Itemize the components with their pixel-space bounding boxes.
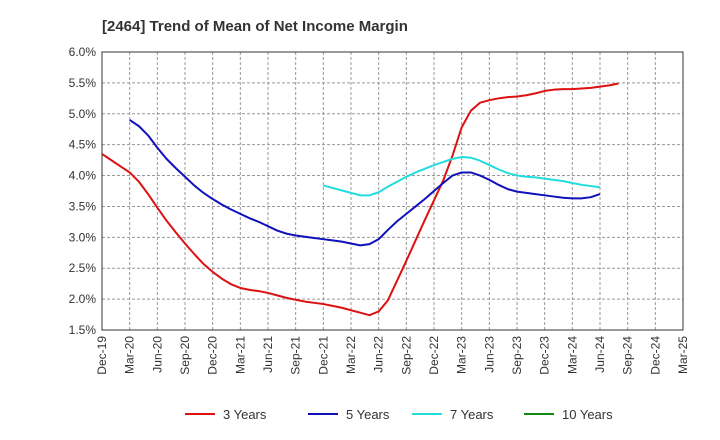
- y-tick-label: 3.0%: [69, 230, 97, 244]
- plot-border: [101, 51, 684, 331]
- x-tick-label: Dec-21: [316, 336, 330, 375]
- y-tick-label: 1.5%: [69, 323, 97, 337]
- legend-label: 10 Years: [562, 407, 613, 422]
- x-tick-label: Sep-21: [289, 336, 303, 375]
- x-tick-labels: Dec-19 Mar-20 Jun-20 Sep-20 Dec-20 Mar-21 Jun-…: [95, 336, 690, 375]
- y-tick-labels: 1.5% 2.0% 2.5% 3.0% 3.5% 4.0% 4.5% 5.0% 5.5% 6.0%: [69, 45, 97, 337]
- x-tick-label: Mar-24: [565, 336, 579, 374]
- x-tick-label: Dec-23: [538, 336, 552, 375]
- x-tick-label: Sep-23: [510, 336, 524, 375]
- x-tick-label: Jun-23: [482, 336, 496, 373]
- y-tick-label: 2.5%: [69, 261, 97, 275]
- x-tick-label: Dec-22: [427, 336, 441, 375]
- y-tick-label: 5.0%: [69, 107, 97, 121]
- x-tick-label: Dec-20: [206, 336, 220, 375]
- y-tick-label: 4.0%: [69, 169, 97, 183]
- y-tick-label: 2.0%: [69, 292, 97, 306]
- x-tick-label: Mar-20: [123, 336, 137, 374]
- legend: 3 Years 5 Years 7 Years 10 Years: [185, 407, 613, 422]
- x-tick-label: Mar-25: [676, 336, 690, 374]
- grid-lines: [101, 51, 684, 331]
- chart-title: [2464] Trend of Mean of Net Income Margi…: [102, 18, 408, 35]
- series-line-7-years: [323, 156, 601, 197]
- x-tick-label: Jun-24: [593, 336, 607, 373]
- y-tick-label: 6.0%: [69, 45, 97, 59]
- x-tick-label: Sep-20: [178, 336, 192, 375]
- y-tick-label: 3.5%: [69, 199, 97, 213]
- y-tick-label: 4.5%: [69, 138, 97, 152]
- x-tick-label: Sep-22: [399, 336, 413, 375]
- x-tick-label: Mar-21: [233, 336, 247, 374]
- legend-label: 5 Years: [346, 407, 390, 422]
- x-tick-label: Dec-24: [648, 336, 662, 375]
- legend-label: 7 Years: [450, 407, 494, 422]
- series-line-3-years: [101, 82, 619, 317]
- x-tick-label: Mar-22: [344, 336, 358, 374]
- x-tick-label: Jun-21: [261, 336, 275, 373]
- series-lines: [101, 82, 619, 317]
- x-tick-label: Sep-24: [621, 336, 635, 375]
- x-tick-label: Jun-22: [372, 336, 386, 373]
- x-tick-label: Dec-19: [95, 336, 109, 375]
- y-tick-label: 5.5%: [69, 76, 97, 90]
- x-tick-label: Jun-20: [150, 336, 164, 373]
- series-line-5-years: [129, 119, 601, 247]
- x-tick-label: Mar-23: [455, 336, 469, 374]
- legend-label: 3 Years: [223, 407, 267, 422]
- plot-area: [102, 52, 683, 330]
